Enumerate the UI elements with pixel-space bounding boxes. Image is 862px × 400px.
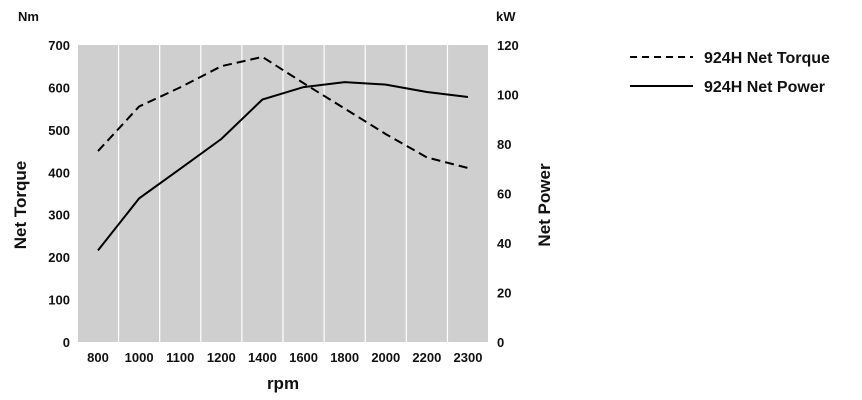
x-tick: 1100 — [166, 350, 194, 365]
legend: 924H Net Torque 924H Net Power — [630, 50, 830, 96]
right-y-tick: 0 — [497, 335, 504, 350]
left-y-tick: 600 — [48, 80, 70, 95]
right-y-tick: 120 — [497, 38, 519, 53]
left-y-tick: 0 — [63, 335, 70, 350]
right-y-tick: 20 — [497, 286, 511, 301]
legend-label-power: 924H Net Power — [704, 79, 825, 96]
x-tick: 1000 — [125, 350, 154, 365]
net-torque-line — [97, 55, 469, 169]
right-axis-unit: kW — [496, 9, 516, 24]
right-y-tick: 60 — [497, 187, 511, 202]
left-y-tick: 300 — [48, 208, 70, 223]
left-y-tick: 700 — [48, 38, 70, 53]
x-tick: 1600 — [289, 350, 318, 365]
right-axis-title: Net Power — [535, 163, 554, 247]
x-tick: 1200 — [207, 350, 236, 365]
series-lines — [97, 55, 469, 252]
x-tick: 1800 — [330, 350, 359, 365]
x-tick: 2300 — [454, 350, 483, 365]
x-tick: 2000 — [371, 350, 400, 365]
right-y-tick-labels: 0 20 40 60 80 100 120 — [497, 38, 519, 350]
x-tick-labels: 800 1000 1100 1200 1400 1600 1800 2000 2200 2300 — [87, 350, 482, 365]
left-y-tick: 100 — [48, 293, 70, 308]
left-y-tick: 400 — [48, 165, 70, 180]
x-tick: 2200 — [412, 350, 441, 365]
right-y-tick: 40 — [497, 236, 511, 251]
net-power-line — [97, 81, 469, 252]
left-y-tick: 500 — [48, 123, 70, 138]
x-axis-title: rpm — [267, 374, 299, 393]
left-axis-title: Net Torque — [11, 161, 30, 249]
right-y-tick: 80 — [497, 137, 511, 152]
left-axis-unit: Nm — [18, 9, 39, 24]
left-y-tick: 200 — [48, 250, 70, 265]
legend-label-torque: 924H Net Torque — [704, 50, 830, 67]
left-y-tick-labels: 0 100 200 300 400 500 600 700 — [48, 38, 70, 350]
x-tick: 1400 — [248, 350, 277, 365]
right-y-tick: 100 — [497, 88, 519, 103]
x-tick: 800 — [87, 350, 109, 365]
